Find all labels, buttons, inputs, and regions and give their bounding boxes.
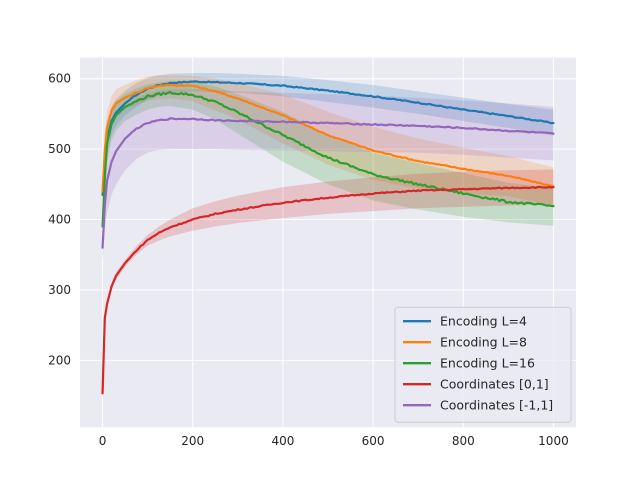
series-line — [101, 80, 555, 196]
series-line — [101, 83, 555, 193]
series-line — [101, 185, 555, 395]
confidence-band — [102, 169, 554, 394]
legend-label: Coordinates [0,1] — [440, 377, 549, 392]
legend-label: Encoding L=4 — [440, 314, 527, 329]
x-tick-label: 800 — [452, 434, 475, 448]
x-tick-label: 200 — [181, 434, 204, 448]
series-line-layer — [101, 80, 555, 395]
x-tick-label: 1000 — [538, 434, 569, 448]
x-tick-label: 600 — [362, 434, 385, 448]
confidence-band-layer — [102, 73, 554, 394]
confidence-band — [102, 89, 554, 262]
confidence-band — [102, 73, 554, 209]
legend-label: Encoding L=16 — [440, 356, 535, 371]
y-tick-label: 200 — [48, 353, 71, 367]
confidence-band — [102, 80, 554, 241]
series-line — [101, 117, 555, 249]
series-line — [101, 91, 555, 228]
legend-label: Encoding L=8 — [440, 335, 527, 350]
confidence-band — [102, 75, 554, 206]
grid-layer — [80, 57, 576, 428]
legend: Encoding L=4 Encoding L=8 Encoding L=16 Coo… — [394, 306, 572, 423]
tick-label-layer: 0 200 400 600 800 1000 200 300 400 500 600 — [48, 72, 569, 448]
y-tick-label: 600 — [48, 72, 71, 86]
y-tick-label: 500 — [48, 142, 71, 156]
legend-frame — [394, 306, 572, 423]
x-tick-label: 0 — [99, 434, 107, 448]
x-tick-label: 400 — [271, 434, 294, 448]
y-tick-label: 300 — [48, 283, 71, 297]
legend-label: Coordinates [-1,1] — [440, 398, 553, 413]
y-tick-label: 400 — [48, 213, 71, 227]
